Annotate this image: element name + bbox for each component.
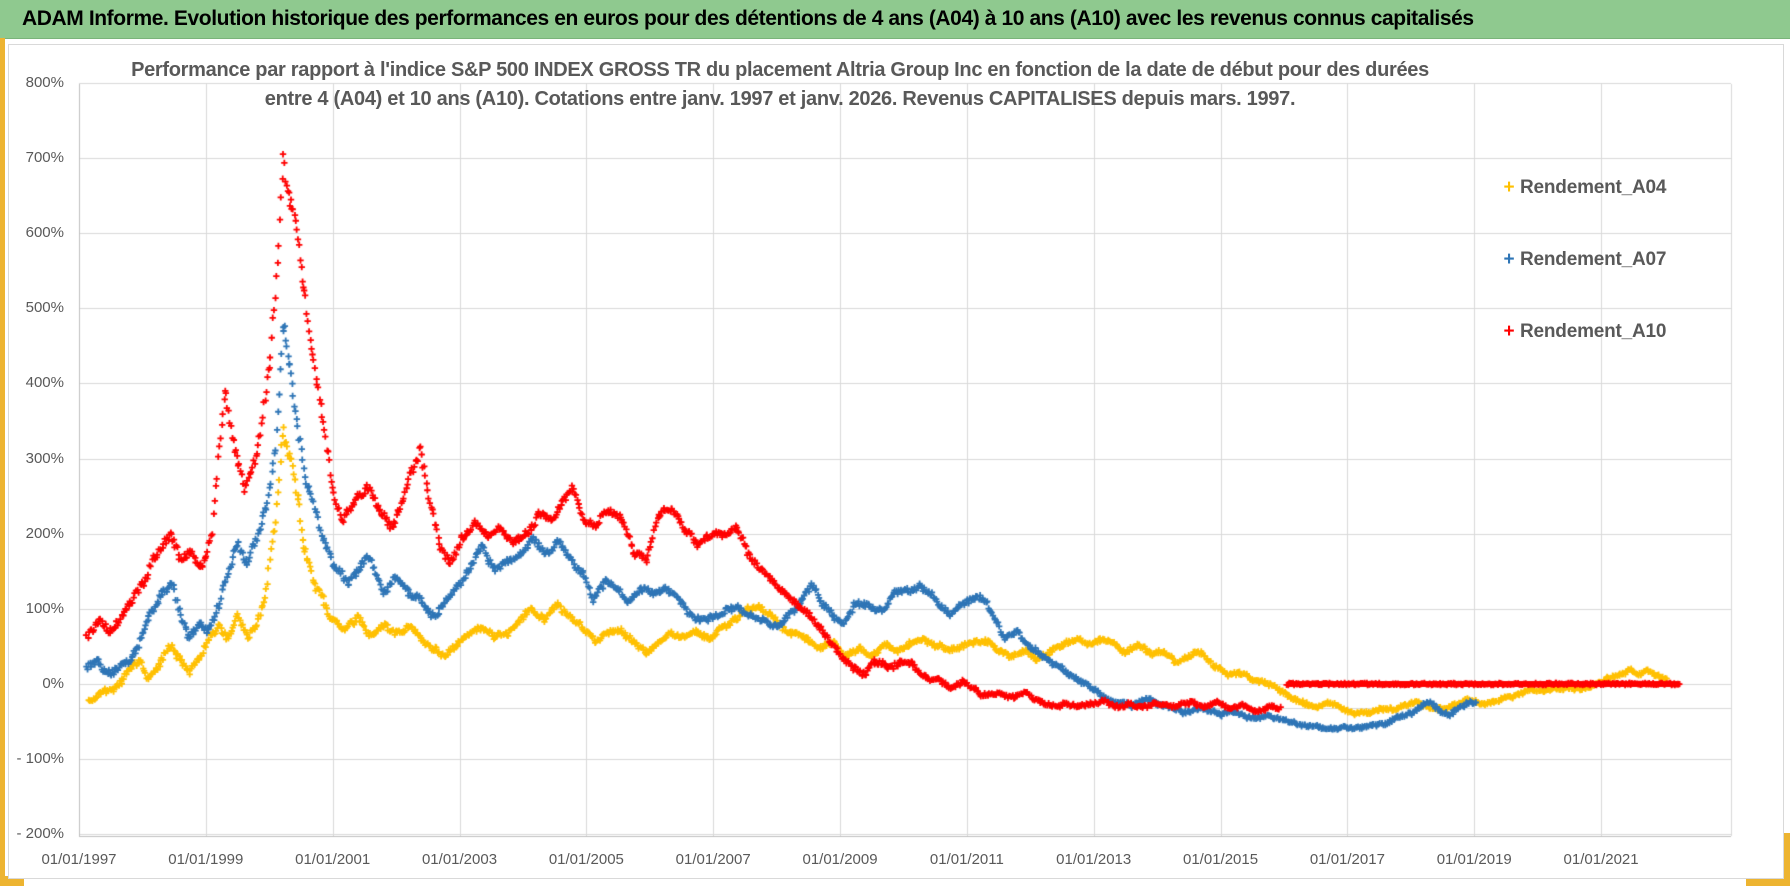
x-axis-tick-label: 01/01/2015	[1183, 851, 1259, 868]
y-axis-tick-label: - 200%	[16, 825, 64, 843]
x-axis-tick-label: 01/01/2017	[1309, 851, 1385, 868]
y-axis-tick-label: 200%	[25, 524, 64, 542]
legend-item-rendement-a04[interactable]: + Rendement_A04	[1498, 175, 1666, 201]
legend-item-rendement-a10[interactable]: + Rendement_A10	[1498, 319, 1666, 345]
x-axis-tick-label: 01/01/2019	[1436, 851, 1512, 868]
legend-item-rendement-a07[interactable]: + Rendement_A07	[1498, 247, 1666, 273]
y-axis-tick-label: 0%	[42, 675, 64, 692]
y-axis-tick-label: 300%	[25, 449, 64, 467]
legend-label: Rendement_A04	[1520, 177, 1667, 198]
plus-marker-icon: +	[1503, 177, 1515, 198]
x-axis-tick-label: 01/01/2011	[929, 851, 1004, 868]
plus-marker-icon: +	[1503, 249, 1515, 270]
y-axis-tick-label: 100%	[25, 599, 64, 617]
y-axis-tick-label: 500%	[25, 299, 64, 317]
x-axis-tick-label: 01/01/2005	[548, 851, 624, 868]
x-axis-tick-label: 01/01/1999	[168, 851, 244, 868]
legend-label: Rendement_A10	[1520, 321, 1667, 342]
x-axis-tick-label: 01/01/1997	[41, 851, 117, 868]
y-axis-tick-label: 400%	[25, 374, 64, 392]
plus-marker-icon: +	[1503, 321, 1515, 342]
y-axis-tick-label: 700%	[25, 148, 64, 166]
chart-title-line2: entre 4 (A04) et 10 ans (A10). Cotations…	[264, 88, 1296, 110]
x-axis-tick-label: 01/01/2009	[802, 851, 878, 868]
y-axis-tick-label: 800%	[25, 73, 64, 91]
x-axis-tick-label: 01/01/2013	[1056, 851, 1132, 868]
x-axis-tick-label: 01/01/2021	[1563, 851, 1639, 868]
x-axis-tick-label: 01/01/2007	[675, 851, 751, 868]
x-axis-tick-label: 01/01/2003	[421, 851, 498, 868]
x-axis-tick-label: 01/01/2001	[295, 851, 371, 868]
legend-label: Rendement_A07	[1520, 249, 1667, 270]
y-axis-tick-label: 600%	[25, 224, 64, 242]
chart-title-line1: Performance par rapport à l'indice S&P 5…	[131, 59, 1429, 81]
y-axis-tick-label: - 100%	[16, 750, 64, 768]
